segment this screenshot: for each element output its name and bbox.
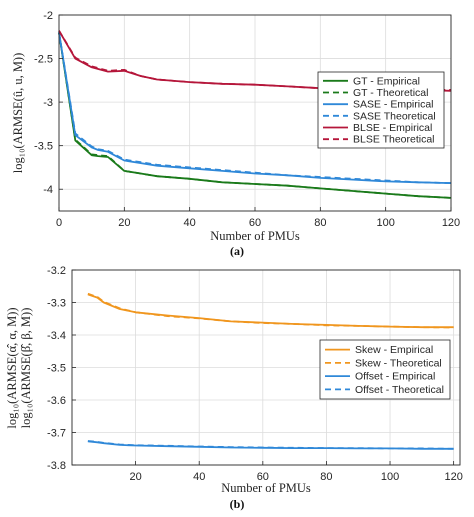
x-tick-label: 0 <box>56 217 62 229</box>
legend-entry: BLSE - Empirical <box>353 122 432 134</box>
series-line-4 <box>87 440 454 450</box>
legend-entry: BLSE Theoretical <box>353 134 435 146</box>
series-line-2 <box>58 32 452 199</box>
x-tick-label: 100 <box>381 471 399 483</box>
y-tick-label: -3 <box>43 97 53 109</box>
y-tick-label: -3.2 <box>47 265 66 277</box>
legend-box <box>317 71 445 149</box>
legend-entry: Offset - Theoretical <box>355 384 444 396</box>
legend-entry: GT - Theoretical <box>353 87 428 99</box>
panel-caption: (a) <box>230 244 244 258</box>
x-tick-label: 60 <box>257 471 269 483</box>
x-tick-label: 80 <box>320 471 332 483</box>
chart-panel-2: 20 40 60 80 100 120 -3.2 -3.3 -3.4 -3.5 -3.6 -3.7 -3… <box>5 265 463 511</box>
x-axis-label: Number of PMUs <box>210 229 300 243</box>
legend-entry: Offset - Empirical <box>355 371 435 383</box>
y-tick-label: -3.4 <box>47 330 66 342</box>
y-tick-label: -2.5 <box>34 54 53 66</box>
y-tick-label: -3.5 <box>47 363 66 375</box>
x-tick-label: 120 <box>442 217 460 229</box>
x-tick-label: 120 <box>444 471 462 483</box>
legend-entry: SASE - Empirical <box>353 99 434 111</box>
series-line-2 <box>87 292 454 329</box>
x-tick-label: 20 <box>129 471 141 483</box>
panel-caption: (b) <box>230 497 245 511</box>
x-tick-label: 60 <box>249 217 261 229</box>
y-tick-label: -4 <box>43 184 53 196</box>
x-tick-label: 40 <box>184 217 196 229</box>
x-axis-label: Number of PMUs <box>221 481 311 495</box>
series-line-4 <box>58 32 452 184</box>
legend-entry: Skew - Empirical <box>355 344 433 356</box>
y-tick-label: -3.6 <box>47 395 66 407</box>
x-tick-label: 100 <box>376 217 394 229</box>
x-tick-label: 40 <box>193 471 205 483</box>
y-tick-label: -3.7 <box>47 428 66 440</box>
y-tick-label: -3.5 <box>34 141 53 153</box>
x-tick-label: 20 <box>118 217 130 229</box>
y-axis-label: log₁₀(ARMSE(α̂, α, M)) <box>5 307 19 428</box>
y-tick-label: -3.3 <box>47 298 66 310</box>
legend-entry: Skew - Theoretical <box>355 357 442 369</box>
legend-entry: SASE Theoretical <box>353 110 436 122</box>
x-tick-label: 80 <box>314 217 326 229</box>
y-tick-label: -3.8 <box>47 460 66 472</box>
legend-entry: GT - Empirical <box>353 75 420 87</box>
y-axis-label: log₁₀(ARMSE(β̂, β, M)) <box>19 308 33 429</box>
y-tick-label: -2 <box>43 10 53 22</box>
y-axis-label: log₁₀(ARMSE(û, u, M)) <box>11 53 25 174</box>
chart-panel-1: 0 20 40 60 80 100 120 -2 -2.5 -3 -3.5 -4 Number of P… <box>11 10 460 258</box>
